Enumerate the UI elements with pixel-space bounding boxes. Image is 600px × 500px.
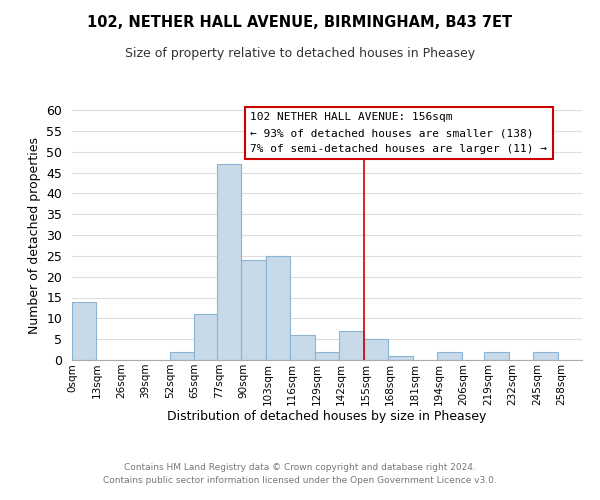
Bar xyxy=(339,331,364,360)
Bar xyxy=(217,164,241,360)
Y-axis label: Number of detached properties: Number of detached properties xyxy=(28,136,41,334)
Text: Contains HM Land Registry data © Crown copyright and database right 2024.: Contains HM Land Registry data © Crown c… xyxy=(124,464,476,472)
Bar xyxy=(437,352,461,360)
Bar xyxy=(194,314,219,360)
Bar xyxy=(290,335,315,360)
Bar xyxy=(72,302,97,360)
Text: 102 NETHER HALL AVENUE: 156sqm
← 93% of detached houses are smaller (138)
7% of : 102 NETHER HALL AVENUE: 156sqm ← 93% of … xyxy=(251,112,548,154)
Bar xyxy=(364,339,388,360)
Bar xyxy=(533,352,557,360)
Text: 102, NETHER HALL AVENUE, BIRMINGHAM, B43 7ET: 102, NETHER HALL AVENUE, BIRMINGHAM, B43… xyxy=(88,15,512,30)
Bar xyxy=(388,356,413,360)
Text: Size of property relative to detached houses in Pheasey: Size of property relative to detached ho… xyxy=(125,48,475,60)
Bar xyxy=(241,260,266,360)
Bar xyxy=(484,352,509,360)
Bar xyxy=(266,256,290,360)
Bar xyxy=(315,352,339,360)
X-axis label: Distribution of detached houses by size in Pheasey: Distribution of detached houses by size … xyxy=(167,410,487,424)
Bar xyxy=(170,352,194,360)
Text: Contains public sector information licensed under the Open Government Licence v3: Contains public sector information licen… xyxy=(103,476,497,485)
